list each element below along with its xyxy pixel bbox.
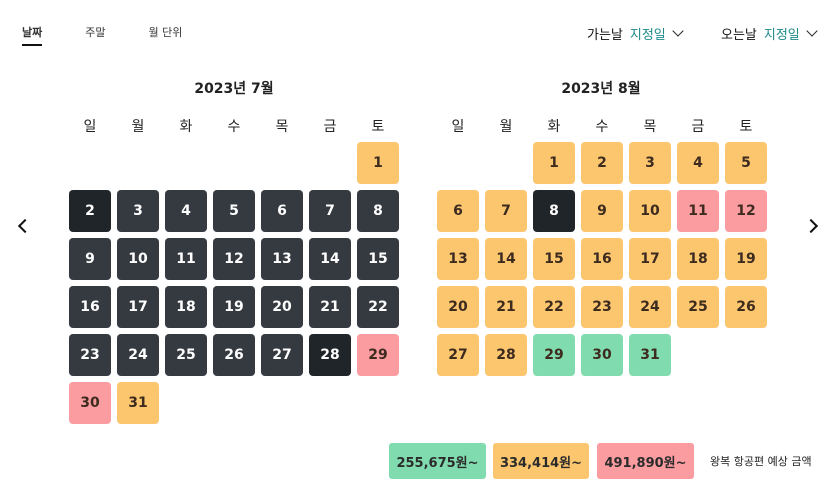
month-title: 2023년 7월 (194, 81, 274, 97)
calendar-day[interactable]: 12 (213, 238, 255, 280)
calendar-day[interactable]: 17 (117, 286, 159, 328)
weekday-label: 화 (179, 119, 193, 135)
weekday-label: 월 (499, 119, 513, 135)
calendar-day[interactable]: 16 (69, 286, 111, 328)
calendar-day[interactable]: 21 (309, 286, 351, 328)
next-month-button[interactable] (803, 216, 820, 236)
calendar-day[interactable]: 6 (261, 190, 303, 232)
calendar-day[interactable]: 26 (725, 286, 767, 328)
weekday-label: 월 (131, 119, 145, 135)
weekday-label: 금 (323, 119, 337, 135)
calendar-day[interactable]: 22 (533, 286, 575, 328)
calendar-day[interactable]: 14 (309, 238, 351, 280)
legend-high-price: 491,890원~ (597, 443, 694, 479)
calendar-day[interactable]: 1 (357, 142, 399, 184)
calendar-day[interactable]: 25 (677, 286, 719, 328)
tab-date[interactable]: 날짜 (22, 24, 43, 46)
departure-value: 지정일 (629, 28, 666, 43)
return-label: 오는날 (721, 28, 757, 43)
calendar-day[interactable]: 2 (69, 190, 111, 232)
return-date-select[interactable]: 오는날 지정일 (721, 24, 818, 43)
calendar-day[interactable]: 20 (437, 286, 479, 328)
calendar-day[interactable]: 18 (165, 286, 207, 328)
calendar-day[interactable]: 28 (309, 334, 351, 376)
calendar-day[interactable]: 2 (581, 142, 623, 184)
weekday-label: 목 (275, 119, 289, 135)
departure-date-select[interactable]: 가는날 지정일 (587, 24, 684, 43)
calendar-day[interactable]: 23 (69, 334, 111, 376)
calendar-day[interactable]: 3 (117, 190, 159, 232)
calendar-day[interactable]: 26 (213, 334, 255, 376)
calendar-day[interactable]: 4 (165, 190, 207, 232)
calendar-day[interactable]: 1 (533, 142, 575, 184)
return-value: 지정일 (763, 28, 800, 43)
calendar-day[interactable]: 23 (581, 286, 623, 328)
calendar-day[interactable]: 29 (533, 334, 575, 376)
weekday-label: 토 (371, 119, 385, 135)
calendar-day[interactable]: 31 (117, 382, 159, 424)
calendar-day[interactable]: 13 (261, 238, 303, 280)
calendar-day[interactable]: 27 (261, 334, 303, 376)
calendar-day[interactable]: 21 (485, 286, 527, 328)
calendar-day[interactable]: 8 (533, 190, 575, 232)
calendar-day[interactable]: 14 (485, 238, 527, 280)
weekday-label: 수 (595, 119, 609, 135)
calendar-day[interactable]: 13 (437, 238, 479, 280)
calendar-day[interactable]: 8 (357, 190, 399, 232)
calendar-day[interactable]: 6 (437, 190, 479, 232)
calendar-day[interactable]: 24 (629, 286, 671, 328)
calendar-day[interactable]: 16 (581, 238, 623, 280)
legend-low-price: 255,675원~ (389, 443, 486, 479)
calendar-day[interactable]: 5 (213, 190, 255, 232)
weekday-label: 화 (547, 119, 561, 135)
calendar-day[interactable]: 7 (485, 190, 527, 232)
weekday-label: 토 (739, 119, 753, 135)
legend-note: 왕복 항공편 예상 금액 (710, 455, 812, 468)
calendar-day[interactable]: 30 (69, 382, 111, 424)
calendar-day[interactable]: 12 (725, 190, 767, 232)
calendar-day[interactable]: 20 (261, 286, 303, 328)
calendar-day[interactable]: 4 (677, 142, 719, 184)
tab-monthly[interactable]: 월 단위 (148, 26, 183, 39)
calendar-day[interactable]: 11 (677, 190, 719, 232)
calendar-day[interactable]: 17 (629, 238, 671, 280)
calendar-day[interactable]: 10 (629, 190, 671, 232)
legend-mid-price: 334,414원~ (493, 443, 589, 479)
calendar-day[interactable]: 15 (357, 238, 399, 280)
calendar-day[interactable]: 15 (533, 238, 575, 280)
chevron-right-icon (803, 218, 819, 234)
calendar-day[interactable]: 28 (485, 334, 527, 376)
calendar-day[interactable]: 7 (309, 190, 351, 232)
prev-month-button[interactable] (16, 216, 33, 236)
tab-weekend[interactable]: 주말 (85, 26, 106, 39)
calendar-day[interactable]: 18 (677, 238, 719, 280)
calendar-day[interactable]: 31 (629, 334, 671, 376)
calendar-day[interactable]: 27 (437, 334, 479, 376)
calendar-day[interactable]: 22 (357, 286, 399, 328)
departure-label: 가는날 (587, 28, 623, 43)
calendar-day[interactable]: 9 (581, 190, 623, 232)
weekday-label: 수 (227, 119, 241, 135)
calendar-day[interactable]: 30 (581, 334, 623, 376)
month-title: 2023년 8월 (561, 81, 641, 97)
weekday-label: 금 (691, 119, 705, 135)
weekday-label: 목 (643, 119, 657, 135)
calendar-day[interactable]: 9 (69, 238, 111, 280)
weekday-label: 일 (451, 119, 465, 135)
calendar-day[interactable]: 19 (725, 238, 767, 280)
calendar-day[interactable]: 10 (117, 238, 159, 280)
calendar-day[interactable]: 24 (117, 334, 159, 376)
chevron-down-icon (672, 25, 684, 37)
calendar-day[interactable]: 29 (357, 334, 399, 376)
calendar-day[interactable]: 11 (165, 238, 207, 280)
calendar-day[interactable]: 3 (629, 142, 671, 184)
chevron-down-icon (806, 25, 818, 37)
weekday-label: 일 (83, 119, 97, 135)
view-tabs: 날짜 주말 월 단위 (22, 24, 225, 46)
calendar-day[interactable]: 5 (725, 142, 767, 184)
calendar-day[interactable]: 19 (213, 286, 255, 328)
chevron-left-icon (17, 218, 33, 234)
calendar-day[interactable]: 25 (165, 334, 207, 376)
